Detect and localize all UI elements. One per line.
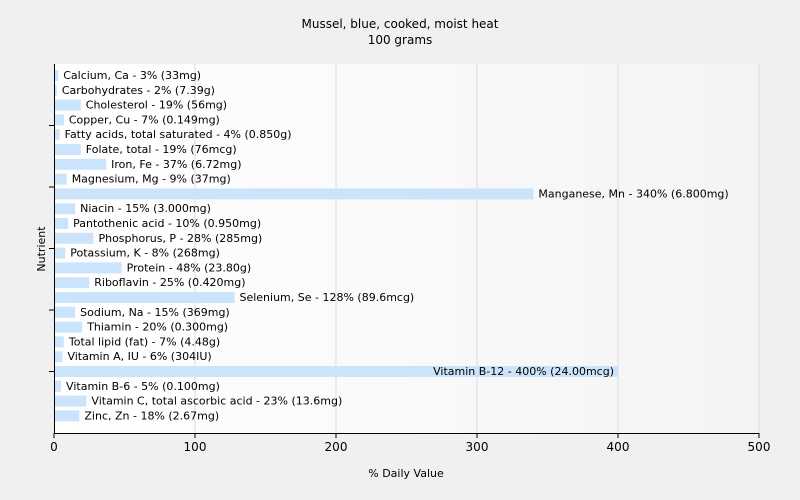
bar-label: Phosphorus, P - 28% (285mg) [98,232,262,245]
bar-label: Protein - 48% (23.80g) [127,261,252,274]
bar-label: Thiamin - 20% (0.300mg) [86,321,228,334]
bar [55,306,76,318]
bar-label: Vitamin B-6 - 5% (0.100mg) [66,380,220,393]
bar [55,114,64,126]
bar [55,395,87,407]
y-axis-label: Nutrient [35,226,48,272]
bar [55,351,63,363]
bar-label: Riboflavin - 25% (0.420mg) [94,276,245,289]
bar-label: Manganese, Mn - 340% (6.800mg) [538,187,728,200]
bar [55,188,534,200]
bar [55,410,80,422]
bar-label: Magnesium, Mg - 9% (37mg) [72,173,231,186]
bar-label: Zinc, Zn - 18% (2.67mg) [84,409,219,422]
chart-title: Mussel, blue, cooked, moist heat [302,17,499,31]
bars: Calcium, Ca - 3% (33mg) Carbohydrates - 2… [55,69,729,422]
bar [55,99,81,111]
bar [55,380,62,392]
x-tick-label: 100 [184,440,207,454]
bar [55,144,81,155]
bar [55,84,57,96]
bar [55,366,618,377]
bar [55,336,64,348]
x-tick-label: 500 [748,440,771,454]
x-axis-label: % Daily Value [368,467,444,480]
x-tick-label: 200 [325,440,348,454]
bar [55,218,69,229]
bar-label: Total lipid (fat) - 7% (4.48g) [68,335,220,348]
bar [55,277,90,289]
bar-label: Carbohydrates - 2% (7.39g) [62,84,215,97]
bar-label: Iron, Fe - 37% (6.72mg) [111,158,241,171]
bar-label: Niacin - 15% (3.000mg) [80,202,211,215]
bar [55,292,235,303]
bar-label: Calcium, Ca - 3% (33mg) [63,69,201,82]
bar-label: Folate, total - 19% (76mcg) [86,143,237,156]
bar-label: Pantothenic acid - 10% (0.950mg) [73,217,261,230]
x-tick-label: 400 [607,440,630,454]
bar-label: Selenium, Se - 128% (89.6mcg) [239,291,414,304]
x-tick-labels: 0 100 200 300 400 500 [50,440,770,454]
bar-label: Sodium, Na - 15% (369mg) [80,306,230,319]
axes [49,64,760,438]
bar-label: Vitamin B-12 - 400% (24.00mcg) [433,365,614,378]
bar [55,247,66,259]
bar-label: Cholesterol - 19% (56mg) [86,99,227,112]
bar-label: Fatty acids, total saturated - 4% (0.850… [65,128,292,141]
bar [55,203,76,215]
bar-label: Vitamin C, total ascorbic acid - 23% (13… [91,395,342,408]
bar [55,262,122,274]
bar-label: Vitamin A, IU - 6% (304IU) [67,350,211,363]
x-tick-label: 300 [466,440,489,454]
chart-subtitle: 100 grams [368,33,433,47]
bar [55,70,59,81]
bar [55,173,67,185]
bar [55,321,83,333]
bar-label: Potassium, K - 8% (268mg) [70,247,220,260]
bar [55,232,94,244]
bar-label: Copper, Cu - 7% (0.149mg) [69,113,220,126]
bar [55,129,60,141]
bar [55,158,107,170]
x-tick-label: 0 [50,440,58,454]
